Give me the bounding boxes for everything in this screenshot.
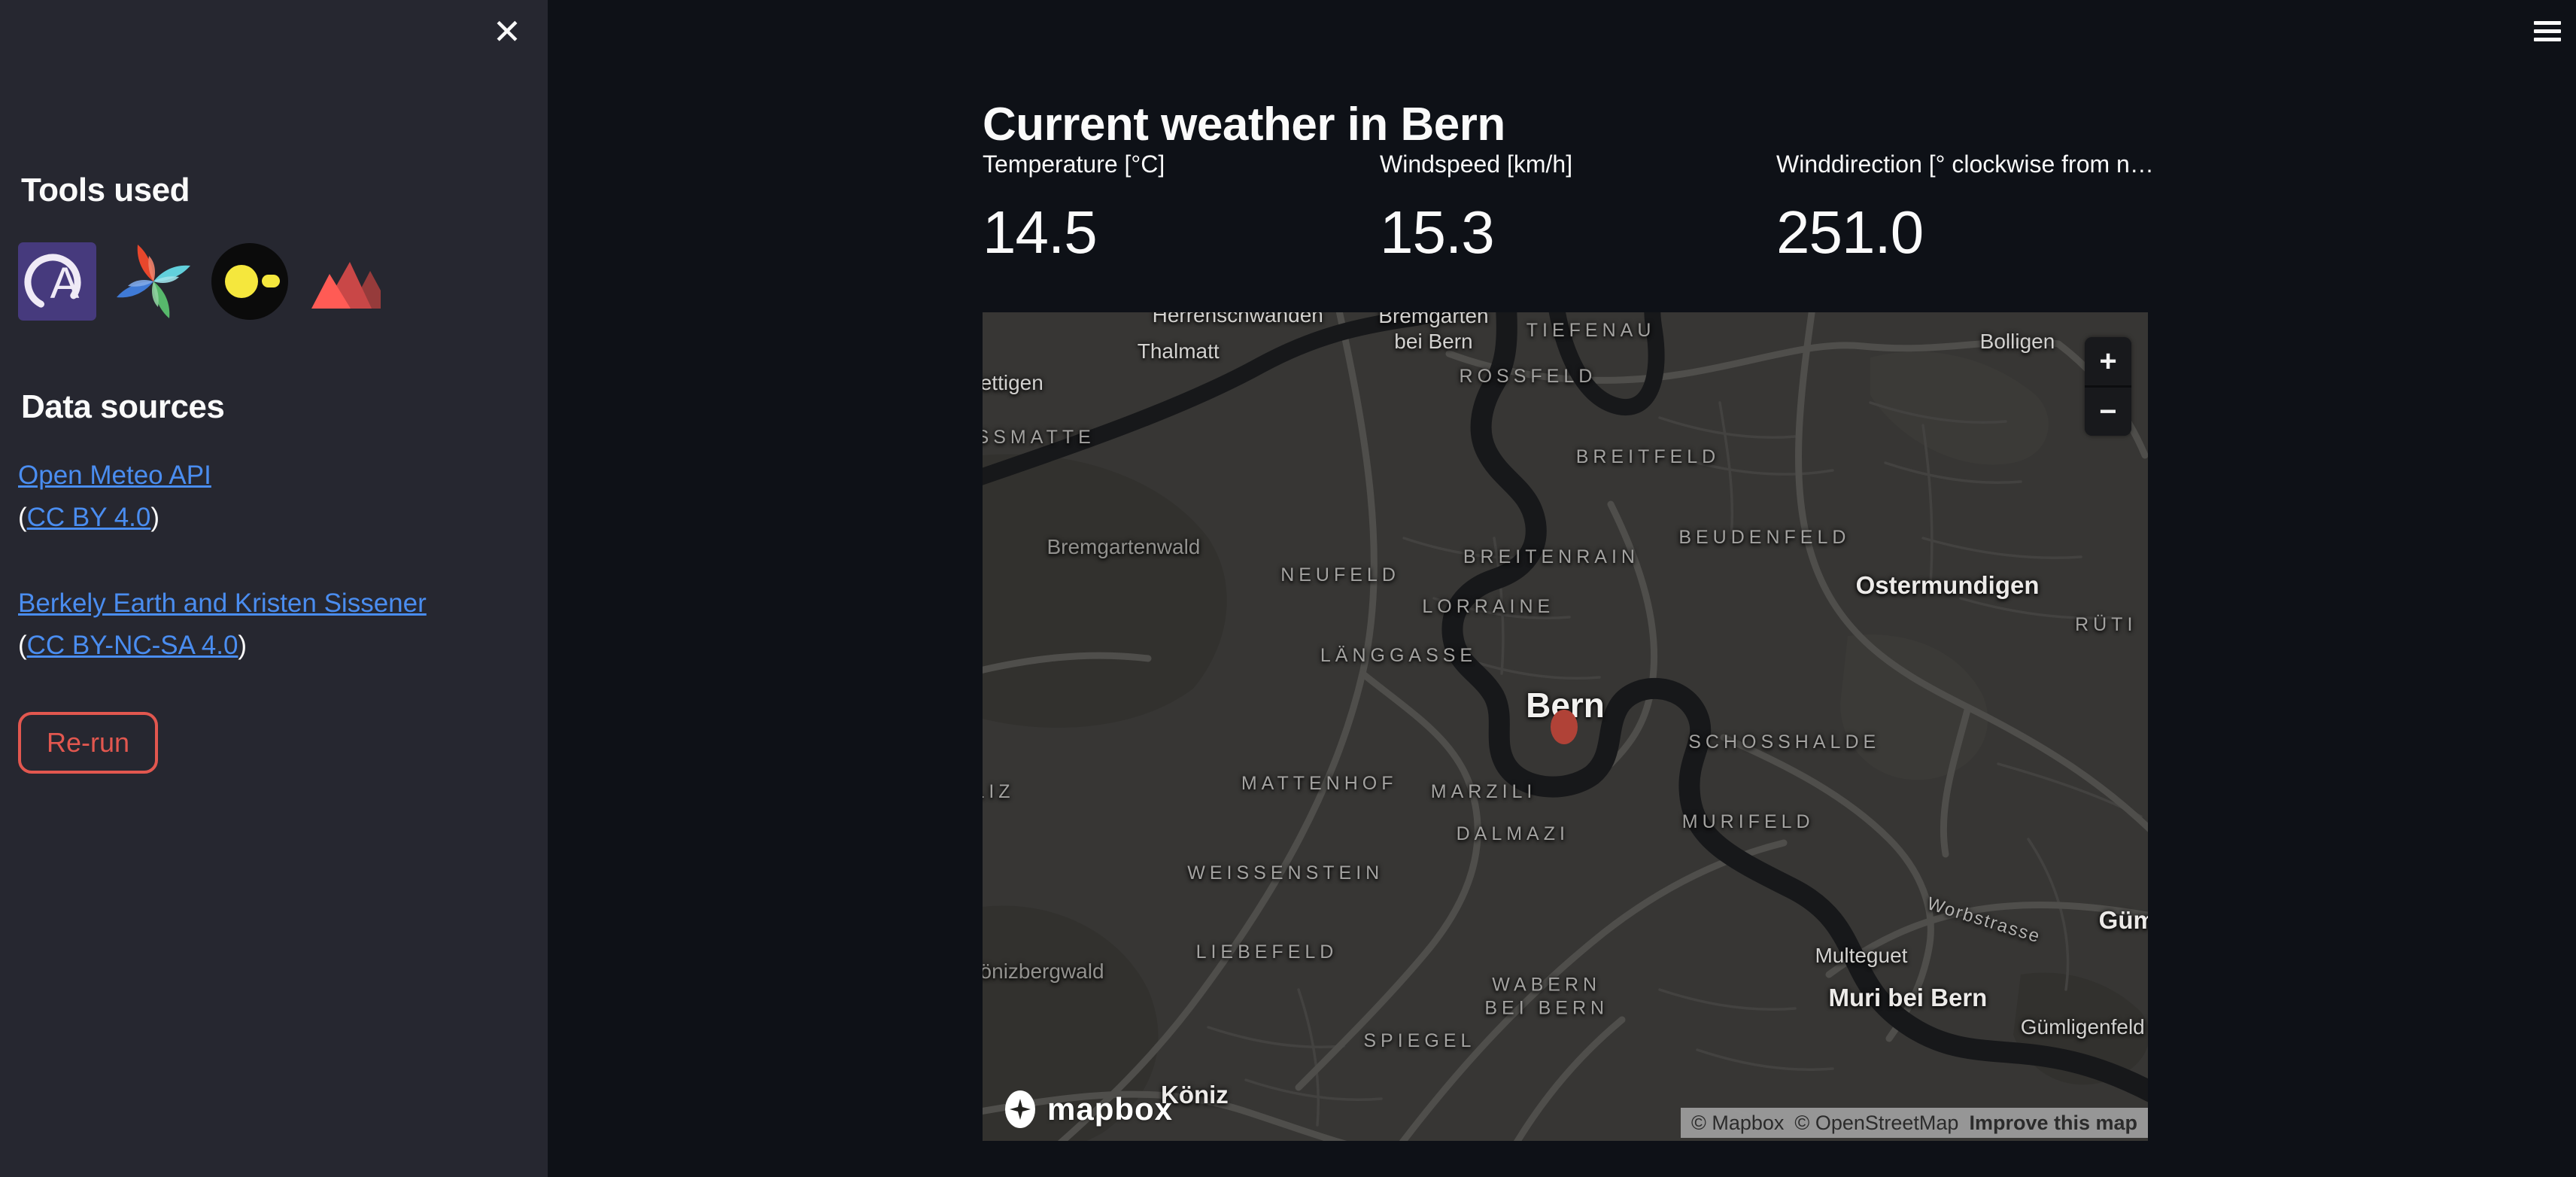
tool-logo-airflow-icon [117,245,190,318]
data-sources-heading: Data sources [21,388,225,425]
map-label: Worbstrasse [1924,893,2043,947]
map-label: Köniz [1160,1081,1229,1109]
map-label: BREITENRAIN [1463,546,1639,567]
location-marker [1550,709,1578,744]
source-link-open-meteo: Open Meteo API [18,461,211,491]
map-label: Gümligenfeld [2020,1015,2145,1039]
map-label: dettigen [983,370,1043,394]
tool-logo-duckdb-icon [211,243,288,320]
map-forest-areas [983,351,2148,1141]
cc-by-license-link[interactable]: CC BY 4.0 [26,503,151,532]
tools-used-row: A [18,242,385,321]
map-attribution: © Mapbox © OpenStreetMap Improve this ma… [1680,1108,2148,1138]
map-label: Muri bei Bern [1828,983,1988,1011]
map-canvas[interactable]: Herrenschwanden Bremgarten bei Bern TIEFEN… [983,312,2148,1141]
map-label: DALMAZI [1456,823,1569,844]
sidebar-close-button[interactable]: ✕ [483,8,531,56]
source-license-open-meteo: (CC BY 4.0) [18,503,159,533]
map-labels: Herrenschwanden Bremgarten bei Bern TIEFEN… [983,312,2148,1141]
map-label: MATTENHOF [1241,773,1398,795]
hamburger-icon [2534,20,2561,25]
cc-by-nc-sa-license-link[interactable]: CC BY-NC-SA 4.0 [26,631,238,660]
metric-label: Temperature [°C] [983,151,1165,178]
map-label: MARZILI [1430,781,1537,803]
zoom-divider [2085,385,2131,388]
tool-logo-purple-a-icon: A [18,242,96,321]
mapbox-attribution-link[interactable]: © Mapbox [1690,1111,1785,1134]
map-zoom-controls: + − [2085,337,2131,436]
paren-close: ) [150,503,160,532]
map-label: LORRAINE [1422,595,1555,617]
map-label: Bremgarten bei Bern [1378,312,1489,354]
map-label: Bolligen [1979,329,2055,353]
metric-windspeed: Windspeed [km/h] 15.3 [1380,151,1767,267]
rerun-button[interactable]: Re-run [18,712,159,774]
map-label: Herrenschwanden [1152,312,1323,327]
mapbox-wordmark: mapbox [1047,1091,1174,1127]
map-label: Bremgartenwald [1046,534,1201,558]
map-label: SPIEGEL [1363,1029,1476,1051]
open-meteo-api-link[interactable]: Open Meteo API [18,461,211,490]
map-label: BREITFELD [1575,446,1721,467]
map-label: LIEBEFELD [1195,941,1338,963]
metric-label: Winddirection [° clockwise from nor… [1776,151,2164,178]
osm-attribution-link[interactable]: © OpenStreetMap [1794,1111,1959,1134]
map-river [983,312,2148,1102]
map-label: Könizbergwald [983,960,1104,984]
zoom-out-button[interactable]: − [2085,388,2131,436]
map-label: RÜTI [2075,613,2137,635]
map-label: SCHOSSHALDE [1688,731,1881,753]
source-license-berkeley: (CC BY-NC-SA 4.0) [18,631,247,661]
tools-used-heading: Tools used [21,172,190,208]
map-label: Thalmatt [1137,339,1220,363]
map-label: NEUFELD [1280,564,1400,585]
improve-map-link[interactable]: Improve this map [1969,1111,2137,1134]
map-label: LIZ [983,781,1015,803]
svg-text:A: A [50,259,80,308]
map-label: ROSSFELD [1459,365,1597,387]
berkeley-earth-link[interactable]: Berkely Earth and Kristen Sissener [18,588,427,618]
close-icon: ✕ [492,12,522,51]
page-title: Current weather in Bern [983,98,1505,151]
map-label: WABERN BEI BERN [1484,974,1609,1019]
paren-open: ( [18,503,27,532]
metric-winddirection: Winddirection [° clockwise from nor… 251… [1776,151,2164,267]
map-label: TIEFENAU [1526,319,1656,341]
map-major-roads [983,312,2148,1141]
map-label: WEISSENSTEIN [1187,862,1384,884]
map-base-layer [983,312,2148,1141]
sidebar: ✕ Tools used A [0,0,548,1177]
map-label: Ostermundigen [1855,571,2040,600]
metric-value: 15.3 [1380,199,1495,266]
map-label: Multeguet [1815,944,1908,968]
metric-value: 251.0 [1776,199,1924,266]
map-label: LOSSMATTE [983,427,1095,448]
mapbox-pin-icon [1005,1090,1035,1128]
main-menu-button[interactable] [2534,17,2567,50]
zoom-in-button[interactable]: + [2085,337,2131,385]
map-label: BEUDENFELD [1678,527,1851,549]
mapbox-logo-link[interactable]: mapbox [1001,1090,1173,1129]
source-link-berkeley: Berkely Earth and Kristen Sissener [18,588,427,619]
map-label: LÄNGGASSE [1320,644,1478,666]
paren-close: ) [238,631,248,660]
metric-temperature: Temperature [°C] 14.5 [983,151,1370,267]
metric-value: 14.5 [983,199,1098,266]
metric-label: Windspeed [km/h] [1380,151,1573,178]
map-label: MURIFELD [1681,811,1815,832]
map-label: Gümli [2098,906,2148,934]
tool-logo-streamlit-icon [311,262,381,309]
paren-open: ( [18,631,27,660]
